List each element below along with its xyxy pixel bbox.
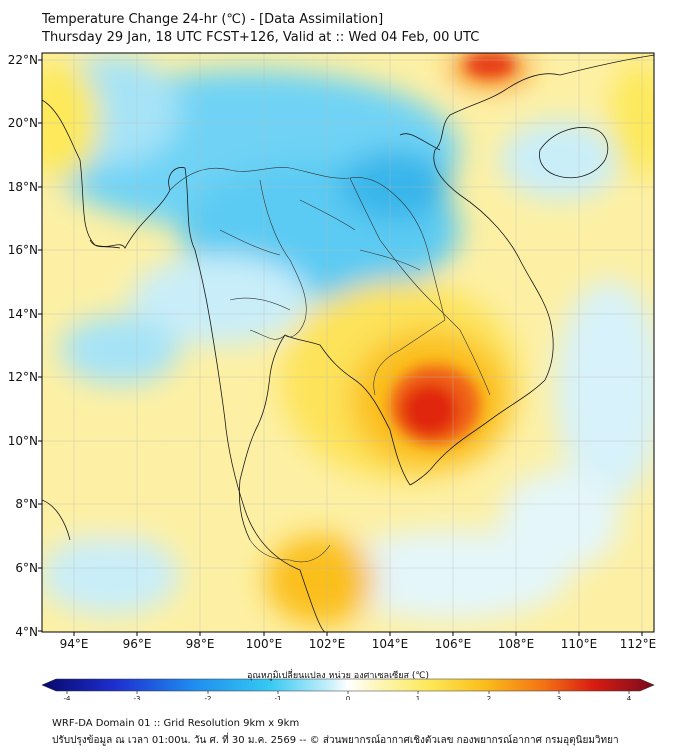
colorbar-tick: 3 [557,695,561,700]
temperature-field [42,53,654,632]
chart-subtitle: Thursday 29 Jan, 18 UTC FCST+126, Valid … [42,30,480,45]
lon-tick: 94°E [60,637,89,651]
lat-tick: 16°N [8,243,38,257]
graticule [42,53,654,632]
lon-tick: 96°E [123,637,152,651]
lat-tick: 22°N [8,53,38,67]
lon-tick: 108°E [498,637,535,651]
lat-tick: 10°N [8,434,38,448]
lon-tick: 102°E [309,637,346,651]
lat-tick: 12°N [8,370,38,384]
lat-tick: 8°N [15,497,38,511]
lon-tick: 110°E [561,637,598,651]
lon-tick: 106°E [435,637,472,651]
lat-tick: 18°N [8,180,38,194]
map-frame [41,52,655,633]
colorbar: -4 -3 -2 -1 0 1 2 3 4 [41,678,655,700]
lat-tick: 20°N [8,116,38,130]
colorbar-tick: -2 [205,695,212,700]
colorbar-tick: -4 [64,695,72,700]
lat-axis: 22°N 20°N 18°N 16°N 14°N 12°N 10°N 8°N 6… [8,53,38,639]
colorbar-tick: 1 [416,695,420,700]
colorbar-tick: 0 [346,695,350,700]
chart-title: Temperature Change 24-hr (℃) - [Data Ass… [42,12,384,27]
lon-tick: 112°E [620,637,657,651]
lon-tick: 100°E [246,637,283,651]
lon-tick: 98°E [186,637,215,651]
footer-model-info: WRF-DA Domain 01 :: Grid Resolution 9km … [52,718,300,729]
lon-axis: 94°E 96°E 98°E 100°E 102°E 104°E 106°E 1… [60,637,657,651]
colorbar-tick: -1 [275,695,282,700]
lat-tick: 4°N [15,625,38,639]
lon-tick: 104°E [372,637,409,651]
footer-update-info: ปรับปรุงข้อมูล ณ เวลา 01:00น. วัน ศ. ที่… [52,735,619,746]
colorbar-label: อุณหภูมิเปลี่ยนแปลง หน่วย องศาเซลเซียส (… [246,671,430,681]
borders [169,167,491,563]
lat-tick: 6°N [15,561,38,575]
colorbar-tick: -3 [134,695,141,700]
lat-tick: 14°N [8,307,38,321]
temperature-map: 22°N 20°N 18°N 16°N 14°N 12°N 10°N 8°N 6… [8,52,657,700]
colorbar-tick: 4 [627,695,632,700]
colorbar-tick: 2 [487,695,491,700]
